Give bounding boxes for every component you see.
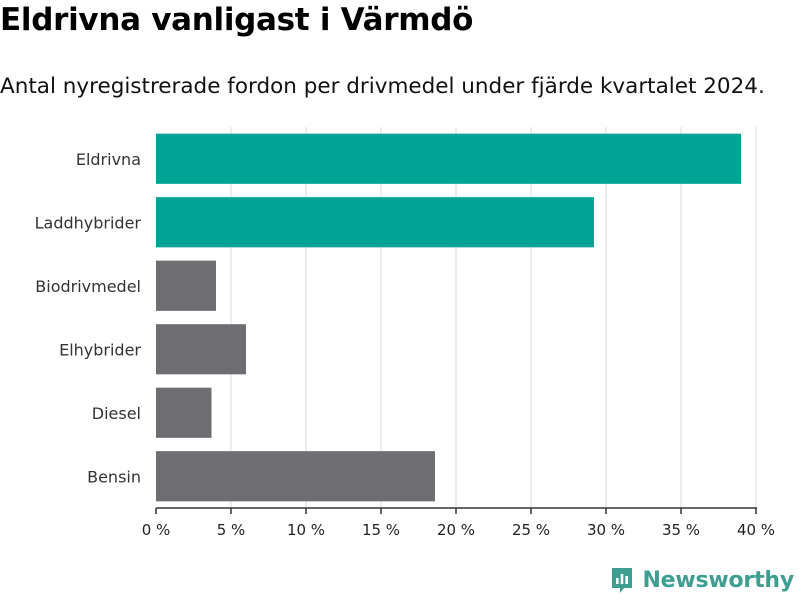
- bar: [156, 324, 246, 375]
- x-tick-label: 15 %: [362, 521, 400, 539]
- x-tick-label: 10 %: [287, 521, 325, 539]
- category-label: Laddhybrider: [35, 213, 142, 232]
- category-label: Diesel: [92, 404, 141, 423]
- x-tick-label: 5 %: [217, 521, 246, 539]
- category-label: Bensin: [87, 467, 141, 486]
- bar: [156, 133, 741, 184]
- bars: [156, 133, 741, 502]
- category-label: Biodrivmedel: [35, 277, 141, 296]
- category-labels: Eldrivna Laddhybrider Biodrivmedel Elhybrid…: [35, 150, 142, 487]
- bar: [156, 387, 212, 438]
- brand-logo: Newsworthy: [610, 566, 794, 594]
- brand-name: Newsworthy: [642, 567, 794, 593]
- x-tick-label: 25 %: [512, 521, 550, 539]
- category-label: Elhybrider: [59, 340, 141, 359]
- bar: [156, 451, 435, 502]
- gridlines: [230, 127, 757, 508]
- bar: [156, 197, 594, 248]
- x-tick-label: 0 %: [142, 521, 171, 539]
- chart-title: Eldrivna vanligast i Värmdö: [0, 2, 474, 38]
- x-tick-label: 40 %: [737, 521, 775, 539]
- chart-subtitle: Antal nyregistrerade fordon per drivmede…: [0, 74, 765, 99]
- newsworthy-logo-icon: [612, 568, 633, 593]
- x-axis: 0 % 5 % 10 % 15 % 20 % 25 % 30 % 35 % 40 %: [142, 507, 775, 539]
- category-label: Eldrivna: [76, 150, 141, 169]
- x-tick-label: 30 %: [587, 521, 625, 539]
- bar: [156, 260, 216, 311]
- x-tick-label: 20 %: [437, 521, 475, 539]
- x-tick-label: 35 %: [662, 521, 700, 539]
